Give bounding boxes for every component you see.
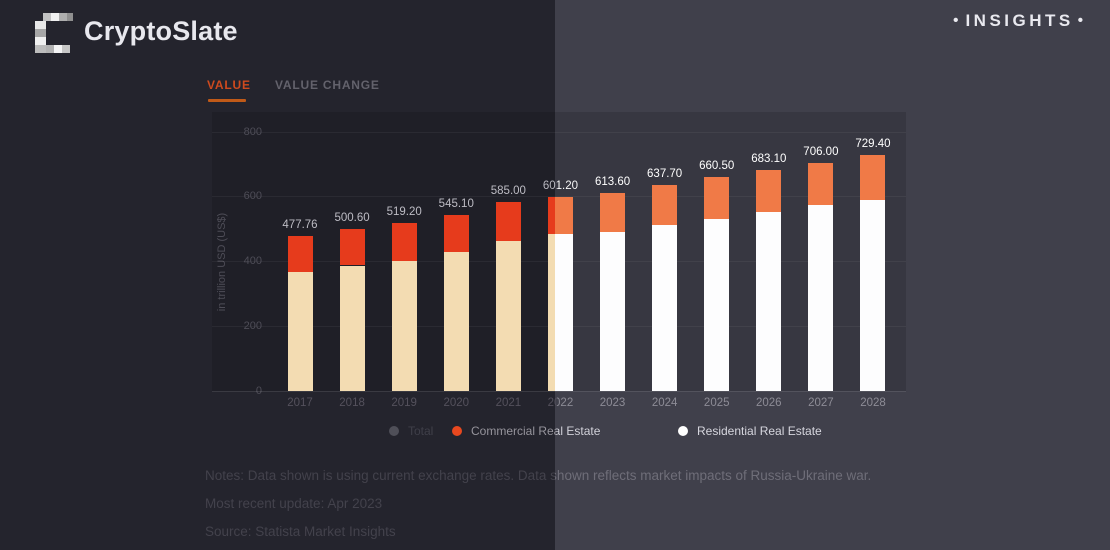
value-label-2023: 613.60: [594, 175, 631, 188]
year-label-2024: 2024: [651, 397, 678, 409]
notes-line: Notes: Data shown is using current excha…: [205, 468, 872, 483]
bar-segment-commercial-2025: [704, 177, 730, 219]
bar-segment-residential-2023: [600, 231, 626, 391]
legend-item-commercial[interactable]: Commercial Real Estate: [452, 424, 600, 438]
value-label-2018: 500.60: [334, 212, 370, 225]
year-label-2025: 2025: [703, 397, 730, 409]
bar-segment-commercial-2018: [339, 229, 365, 266]
value-label-2028: 729.40: [855, 138, 891, 151]
insights-label: INSIGHTS: [965, 11, 1074, 30]
bar-segment-commercial-2017: [287, 236, 313, 272]
legend-label: Residential Real Estate: [697, 424, 822, 438]
bar-segment-commercial-2022: [547, 196, 573, 235]
y-tick-label: 800: [243, 125, 262, 138]
value-label-2026: 683.10: [751, 153, 787, 166]
insights-badge[interactable]: • INSIGHTS •: [953, 11, 1083, 31]
bar-segment-residential-2022: [547, 234, 573, 391]
year-label-2018: 2018: [339, 397, 365, 409]
legend-label: Total: [408, 424, 434, 438]
legend-item-total[interactable]: Total: [389, 424, 433, 438]
year-label-2017: 2017: [287, 397, 313, 409]
bar-segment-commercial-2028: [860, 155, 886, 200]
year-label-2023: 2023: [599, 397, 626, 409]
value-label-2024: 637.70: [647, 167, 683, 180]
active-tab-underline: [208, 99, 246, 102]
year-label-2019: 2019: [391, 397, 417, 409]
bar-segment-residential-2020: [443, 251, 469, 391]
bar-segment-residential-2021: [495, 240, 521, 391]
y-tick-label: 200: [243, 319, 262, 332]
cryptoslate-logo-icon[interactable]: [35, 13, 75, 53]
y-tick-label: 400: [243, 255, 262, 268]
commercial-legend-dot-icon: [452, 426, 462, 436]
value-label-2019: 519.20: [386, 206, 422, 219]
gridline: [212, 131, 906, 133]
axis-baseline: [212, 391, 906, 392]
value-label-2021: 585.00: [490, 184, 526, 197]
bar-segment-commercial-2023: [600, 192, 626, 232]
bar-segment-commercial-2021: [495, 201, 521, 241]
value-label-2027: 706.00: [803, 145, 839, 158]
value-label-2020: 545.10: [438, 197, 474, 210]
cryptoslate-logo-text[interactable]: CryptoSlate: [84, 16, 238, 46]
value-label-2017: 477.76: [282, 219, 318, 232]
tab-value-change[interactable]: VALUE CHANGE: [275, 78, 380, 92]
bar-segment-residential-2028: [860, 199, 886, 391]
bar-segment-residential-2025: [704, 218, 730, 391]
y-tick-label: 0: [255, 384, 262, 397]
bar-segment-commercial-2024: [652, 184, 678, 226]
bar-segment-residential-2019: [391, 260, 417, 391]
update-line: Most recent update: Apr 2023: [205, 496, 383, 511]
bar-segment-commercial-2027: [808, 162, 834, 205]
source-line: Source: Statista Market Insights: [205, 524, 396, 539]
bar-segment-residential-2026: [756, 212, 782, 391]
total-legend-dot-icon: [389, 426, 399, 436]
year-label-2028: 2028: [860, 397, 886, 409]
year-label-2021: 2021: [495, 397, 522, 409]
bullet-icon: •: [1077, 12, 1083, 29]
legend-item-residential[interactable]: Residential Real Estate: [678, 424, 822, 438]
legend-label: Commercial Real Estate: [471, 424, 601, 438]
bar-segment-residential-2018: [339, 265, 365, 391]
bar-segment-residential-2017: [287, 271, 313, 391]
year-label-2026: 2026: [756, 397, 782, 409]
bar-segment-commercial-2019: [391, 223, 417, 261]
residential-legend-dot-icon: [678, 426, 688, 436]
bullet-icon: •: [953, 12, 959, 29]
value-label-2022: 601.20: [542, 179, 579, 192]
y-tick-label: 600: [243, 190, 262, 203]
bar-segment-commercial-2026: [756, 170, 782, 213]
tab-value[interactable]: VALUE: [207, 78, 251, 92]
year-label-2020: 2020: [443, 397, 470, 409]
bar-segment-residential-2024: [652, 225, 678, 391]
bar-segment-residential-2027: [808, 204, 834, 391]
value-label-2025: 660.50: [699, 160, 735, 173]
year-label-2027: 2027: [808, 397, 834, 409]
bar-segment-commercial-2020: [443, 214, 469, 252]
year-label-2022: 2022: [547, 397, 574, 409]
